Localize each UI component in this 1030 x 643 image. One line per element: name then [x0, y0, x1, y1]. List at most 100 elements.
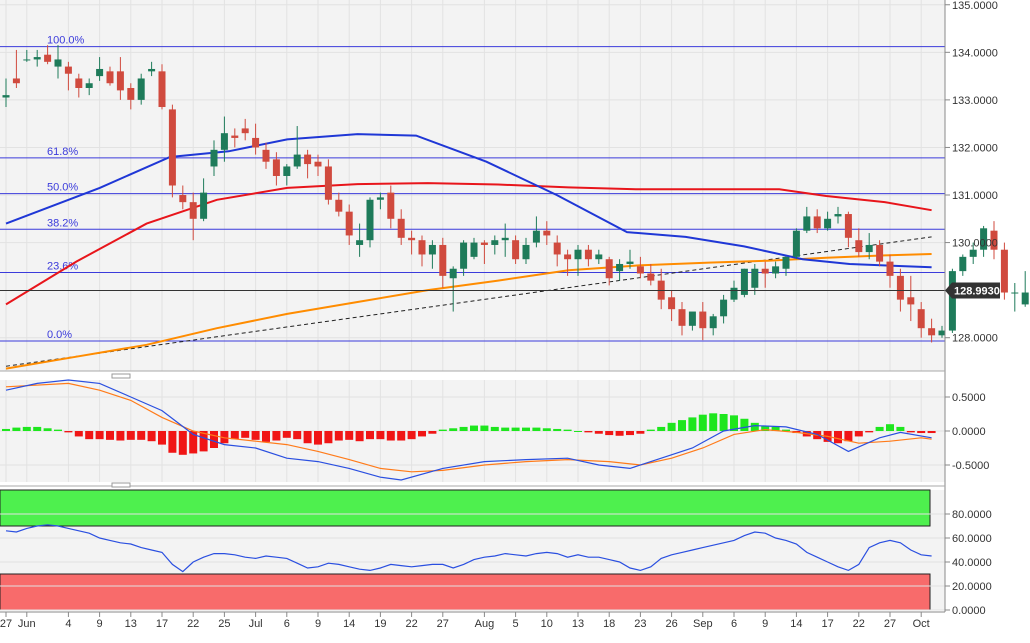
candle-body: [824, 218, 832, 229]
rsi-tick-label: 40.0000: [952, 557, 992, 569]
macd-histogram-bar: [459, 426, 468, 431]
macd-histogram-bar: [740, 418, 749, 431]
price-panel: 100.0% 61.8% 50.0% 38.2% 23.6% 0.0%: [0, 0, 1029, 371]
candle-body: [688, 311, 696, 326]
date-tick-label: 18: [603, 618, 615, 630]
candle-body: [262, 149, 270, 162]
macd-histogram-bar: [407, 431, 416, 440]
price-tick-label: 132.0000: [952, 142, 998, 154]
candle-body: [1021, 292, 1029, 305]
candle-body: [699, 311, 707, 329]
candle-body: [616, 263, 624, 272]
date-tick-label: 9: [97, 618, 103, 630]
macd-histogram-bar: [615, 431, 624, 436]
candle-body: [428, 244, 436, 255]
macd-histogram-bar: [584, 431, 593, 433]
candle-body: [304, 154, 312, 165]
candle-body: [376, 197, 384, 200]
candle-body: [564, 254, 572, 260]
candle-body: [730, 287, 738, 300]
date-tick-label: 27: [884, 618, 896, 630]
candle-body: [876, 244, 884, 262]
candle-body: [2, 95, 10, 98]
date-tick-label: 27: [0, 618, 12, 630]
macd-histogram-bar: [2, 428, 10, 431]
date-tick-label: 27: [437, 618, 449, 630]
candle-body: [116, 71, 124, 91]
candle-body: [272, 159, 280, 176]
date-tick-label: 4: [65, 618, 71, 630]
macd-histogram-bar: [927, 431, 936, 434]
candle-body: [148, 68, 156, 72]
macd-histogram-bar: [397, 431, 406, 441]
macd-histogram-bar: [178, 431, 187, 455]
macd-histogram-bar: [854, 431, 863, 437]
date-tick-label: 26: [665, 618, 677, 630]
candle-body: [345, 211, 353, 236]
date-tick-label: 19: [374, 618, 386, 630]
macd-histogram-bar: [282, 431, 291, 438]
macd-panel: [0, 379, 945, 482]
candle-body: [709, 316, 717, 329]
macd-histogram-bar: [511, 427, 520, 431]
macd-histogram-bar: [210, 431, 218, 448]
macd-histogram-bar: [886, 424, 894, 431]
fib-level-label: 0.0%: [47, 329, 72, 341]
fib-level-label: 23.6%: [47, 261, 78, 273]
moving-average-red: [5, 182, 932, 306]
candle-body: [127, 87, 135, 100]
macd-histogram-bar: [730, 415, 738, 431]
macd-histogram-bar: [272, 431, 281, 441]
candle-body: [1011, 292, 1019, 294]
rsi-oversold-zone: [0, 573, 931, 611]
macd-histogram-bar: [418, 431, 426, 437]
candle-body: [470, 242, 478, 257]
date-tick-label: 13: [125, 618, 137, 630]
macd-histogram-bar: [303, 431, 312, 444]
macd-histogram-bar: [646, 429, 655, 431]
macd-histogram-bar: [522, 427, 530, 431]
candle-body: [740, 268, 748, 295]
date-tick-label: 9: [762, 618, 768, 630]
candle-body: [928, 328, 936, 336]
candle-body: [647, 273, 655, 281]
candle-body: [200, 192, 208, 219]
date-tick-label: Aug: [475, 618, 495, 630]
price-tick-label: 134.0000: [952, 47, 998, 59]
candle-body: [252, 137, 260, 148]
macd-histogram-bar: [875, 426, 884, 431]
candle-body: [512, 240, 520, 260]
macd-histogram-bar: [54, 429, 62, 431]
macd-tick-label: 0.0000: [952, 426, 986, 438]
trendline-dashed: [5, 236, 932, 367]
macd-histogram-bar: [438, 429, 447, 431]
candle-body: [605, 259, 613, 279]
candle-body: [189, 202, 197, 219]
macd-histogram-bar: [761, 425, 770, 431]
date-tick-label: 6: [731, 618, 737, 630]
macd-histogram-bar: [95, 431, 104, 440]
candle-body: [626, 261, 634, 264]
macd-histogram-bar: [241, 431, 250, 438]
candle-body: [293, 154, 301, 167]
candle-body: [865, 244, 873, 253]
macd-histogram-bar: [719, 414, 728, 431]
price-tick-label: 128.0000: [952, 333, 998, 345]
candle-body: [75, 78, 83, 88]
candle-body: [335, 199, 343, 212]
date-tick-label: 10: [541, 618, 553, 630]
date-tick-label: Sep: [693, 618, 713, 630]
macd-histogram-bar: [230, 431, 239, 440]
macd-histogram-bar: [137, 431, 146, 440]
candle-body: [12, 78, 20, 84]
date-tick-label: 25: [218, 618, 230, 630]
macd-histogram-bar: [106, 431, 114, 440]
candle-body: [231, 135, 239, 138]
candle-body: [990, 230, 998, 250]
macd-histogram-bar: [74, 431, 83, 437]
macd-histogram-bar: [667, 422, 676, 431]
macd-histogram-bar: [168, 431, 177, 453]
macd-histogram-bar: [262, 431, 270, 442]
price-tick-label: 135.0000: [952, 0, 998, 12]
candle-body: [54, 59, 62, 67]
